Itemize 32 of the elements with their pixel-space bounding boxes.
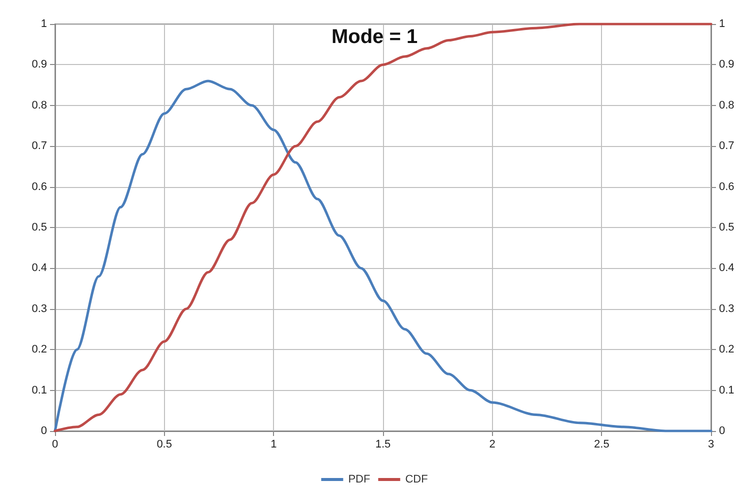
legend-label: PDF <box>348 474 370 486</box>
x-tick-label: 0.5 <box>156 438 172 450</box>
y-tick-label: 0.9 <box>32 58 47 71</box>
y-tick-label: 0.6 <box>32 180 47 193</box>
y-tick-label: 1 <box>40 18 47 30</box>
chart-title: Mode = 1 <box>331 26 418 48</box>
y2-tick-label: 0.5 <box>719 222 734 234</box>
y-tick-label: 0.8 <box>32 99 47 112</box>
y2-tick-label: 0.6 <box>719 180 734 193</box>
y2-tick-label: 0.4 <box>719 262 734 274</box>
y2-tick-label: 0.9 <box>719 58 734 71</box>
x-tick-label: 0 <box>52 438 58 450</box>
y-tick-label: 0.2 <box>32 344 47 356</box>
y-tick-label: 0 <box>40 425 47 437</box>
x-tick-label: 3 <box>708 438 714 450</box>
x-tick-label: 1 <box>270 438 277 450</box>
x-tick-label: 2.5 <box>594 438 610 450</box>
y-tick-label: 0.7 <box>32 140 47 152</box>
legend-label: CDF <box>405 474 428 486</box>
y-tick-label: 0.1 <box>32 384 47 396</box>
y-tick-label: 0.3 <box>32 302 47 315</box>
y2-tick-label: 1 <box>719 18 726 30</box>
y2-tick-label: 0.1 <box>719 384 734 396</box>
y2-tick-label: 0.7 <box>719 140 734 152</box>
y2-tick-label: 0.2 <box>719 344 734 356</box>
y-tick-label: 0.4 <box>32 262 47 274</box>
x-tick-label: 2 <box>489 438 496 450</box>
x-tick-label: 1.5 <box>375 438 391 450</box>
y2-tick-label: 0 <box>719 425 726 437</box>
y2-tick-label: 0.3 <box>719 302 734 315</box>
y-tick-label: 0.5 <box>32 222 47 234</box>
y2-tick-label: 0.8 <box>719 99 734 112</box>
